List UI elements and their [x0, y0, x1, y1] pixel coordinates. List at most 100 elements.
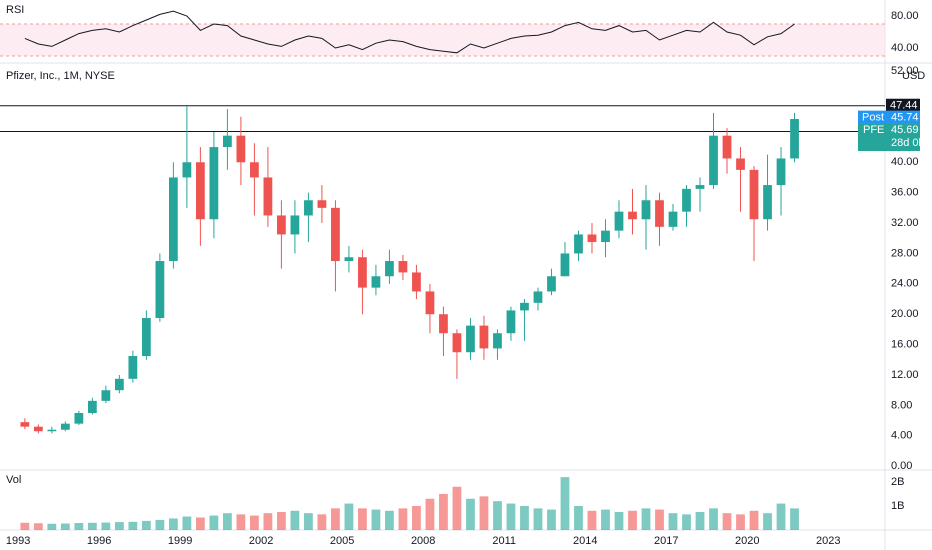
volume-bar [655, 509, 664, 530]
y-tick-label: 12.00 [891, 369, 919, 381]
candle-body [74, 413, 84, 424]
y-tick-label: 16.00 [891, 339, 919, 351]
volume-bar [128, 521, 138, 530]
volume-bar [101, 522, 111, 530]
post-label-bg [858, 110, 920, 125]
candle-body [114, 378, 124, 391]
y-tick-label: 24.00 [891, 278, 919, 290]
countdown: 28d 0h [891, 137, 925, 149]
volume-bar [263, 513, 273, 530]
volume-tick-label: 2B [891, 476, 904, 488]
candle-body [614, 211, 624, 231]
candle-body [128, 356, 138, 379]
volume-bar [520, 505, 529, 530]
candle-body [493, 333, 502, 349]
volume-bar [736, 514, 745, 530]
volume-bar [331, 508, 340, 530]
last-label: PFE [863, 124, 884, 136]
volume-bar [560, 477, 570, 530]
y-tick-label: 32.00 [891, 217, 919, 229]
candle-body [263, 177, 273, 216]
x-tick-label: 2017 [654, 535, 678, 547]
x-tick-label: 1993 [6, 535, 30, 547]
candle-body [182, 162, 192, 178]
volume-bar [425, 498, 435, 530]
candle-body [290, 215, 300, 235]
candle-body [425, 291, 435, 315]
rsi-label: RSI [6, 4, 24, 16]
candle-body [141, 318, 151, 357]
x-tick-label: 2020 [735, 535, 759, 547]
candle-body [33, 426, 43, 432]
volume-bar [493, 501, 502, 530]
volume-bar [385, 510, 394, 530]
volume-bar [87, 522, 97, 530]
candle-body [223, 135, 232, 148]
y-tick-label: 20.00 [891, 308, 919, 320]
candle-body [236, 135, 246, 163]
candle-body [209, 147, 219, 220]
candle-body [655, 200, 664, 227]
candle-body [790, 119, 799, 159]
candle-body [412, 272, 421, 292]
volume-bar [668, 513, 678, 530]
candle-body [668, 211, 678, 227]
volume-bar [398, 508, 408, 530]
x-tick-label: 2023 [816, 535, 840, 547]
candle-body [506, 310, 516, 334]
volume-bar [763, 513, 772, 530]
volume-bar [250, 515, 259, 530]
volume-bar [466, 498, 475, 530]
rsi-tick-label: 80.00 [891, 10, 919, 22]
candle-body [520, 302, 529, 311]
candle-body [317, 200, 327, 208]
volume-bar [304, 513, 313, 530]
volume-bar [479, 496, 489, 530]
y-tick-label: 8.00 [891, 399, 912, 411]
volume-bar [236, 514, 246, 530]
volume-bar [168, 518, 178, 530]
volume-bar [776, 503, 786, 530]
x-tick-label: 2011 [492, 535, 516, 547]
candle-body [547, 276, 556, 292]
volume-bar [533, 508, 543, 530]
volume-bar [358, 508, 367, 530]
candle-body [398, 261, 408, 273]
volume-bar [790, 508, 799, 530]
volume-bar [682, 514, 691, 530]
candle-body [358, 257, 367, 288]
candle-body [763, 185, 772, 220]
candle-body [776, 158, 786, 186]
volume-bar [277, 511, 286, 530]
x-tick-label: 2002 [249, 535, 273, 547]
candle-body [385, 261, 394, 277]
candle-body [304, 200, 313, 216]
last-label-bg [858, 123, 920, 152]
volume-bar [412, 505, 421, 530]
x-tick-label: 1999 [168, 535, 192, 547]
volume-bar [601, 509, 610, 530]
candle-body [439, 314, 448, 334]
candle-body [371, 276, 381, 288]
volume-label: Vol [6, 474, 21, 486]
chart-title: Pfizer, Inc., 1M, NYSE [6, 70, 115, 82]
volume-bar [506, 503, 516, 530]
candle-body [344, 257, 354, 262]
volume-bar [452, 486, 462, 530]
volume-bar [695, 511, 705, 530]
volume-bar [709, 508, 718, 530]
x-tick-label: 2008 [411, 535, 435, 547]
candle-body [60, 423, 70, 430]
volume-bar [439, 493, 448, 530]
volume-bar [641, 508, 651, 530]
volume-bar [547, 509, 556, 530]
candle-body [250, 162, 259, 178]
candle-body [533, 291, 543, 303]
candle-body [574, 234, 583, 254]
candle-body [628, 211, 637, 220]
candle-body [277, 215, 286, 235]
volume-bar [614, 511, 624, 530]
volume-bar [60, 523, 70, 530]
rsi-line [24, 10, 795, 54]
